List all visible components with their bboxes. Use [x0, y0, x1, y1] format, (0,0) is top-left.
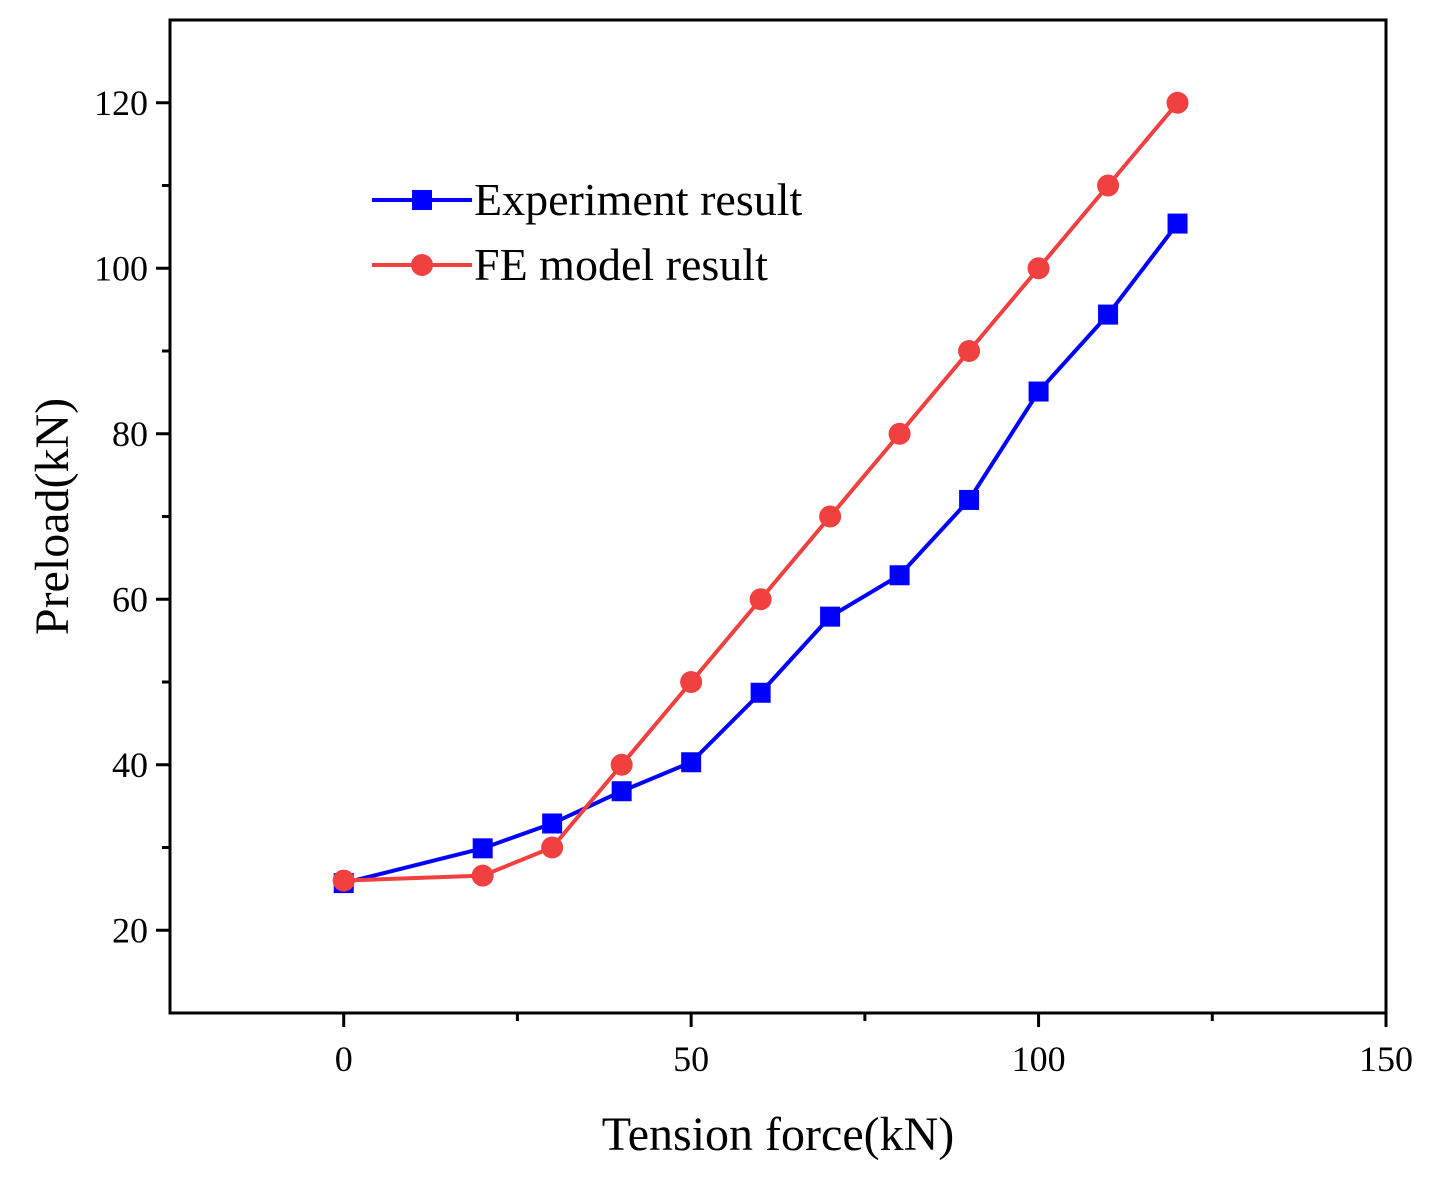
data-point	[542, 813, 563, 834]
legend-label: FE model result	[474, 239, 768, 290]
data-point	[819, 505, 842, 528]
x-tick-label: 100	[1012, 1039, 1066, 1079]
y-tick-label: 60	[112, 579, 148, 619]
data-point	[332, 869, 355, 892]
data-point	[1097, 174, 1120, 197]
data-point	[1028, 381, 1049, 402]
y-tick-label: 80	[112, 414, 148, 454]
x-axis-title: Tension force(kN)	[602, 1108, 955, 1161]
y-tick-label: 120	[94, 83, 148, 123]
y-tick-label: 20	[112, 910, 148, 950]
data-point	[1098, 304, 1119, 325]
legend-marker	[411, 254, 433, 276]
data-point	[472, 838, 493, 859]
series-experiment	[333, 213, 1188, 894]
x-tick-label: 150	[1359, 1039, 1413, 1079]
series-fe-model	[332, 91, 1189, 892]
data-point	[1027, 257, 1050, 280]
data-point	[681, 752, 702, 773]
data-point	[749, 588, 772, 611]
plot-frame	[168, 18, 1388, 1015]
series-line	[343, 101, 1180, 883]
data-point	[471, 864, 494, 887]
data-point	[958, 340, 981, 362]
data-point	[610, 753, 633, 776]
data-point	[889, 565, 910, 586]
x-tick-label: 0	[335, 1039, 353, 1079]
data-point	[1166, 91, 1189, 114]
y-axis-title: Preload(kN)	[26, 398, 79, 635]
legend-entry: FE model result	[372, 239, 768, 290]
series-line	[343, 222, 1180, 886]
legend-label: Experiment result	[474, 174, 803, 225]
y-tick-label: 40	[112, 745, 148, 785]
data-point	[959, 489, 980, 510]
x-tick-label: 50	[673, 1039, 709, 1079]
data-point	[680, 671, 703, 693]
data-point	[1167, 213, 1188, 234]
data-point	[541, 836, 564, 859]
data-point	[888, 422, 911, 445]
legend-marker	[412, 190, 432, 210]
data-point	[611, 781, 632, 802]
y-tick-label: 100	[94, 248, 148, 288]
data-point	[820, 606, 841, 627]
data-point	[750, 682, 771, 703]
legend-entry: Experiment result	[372, 174, 803, 225]
